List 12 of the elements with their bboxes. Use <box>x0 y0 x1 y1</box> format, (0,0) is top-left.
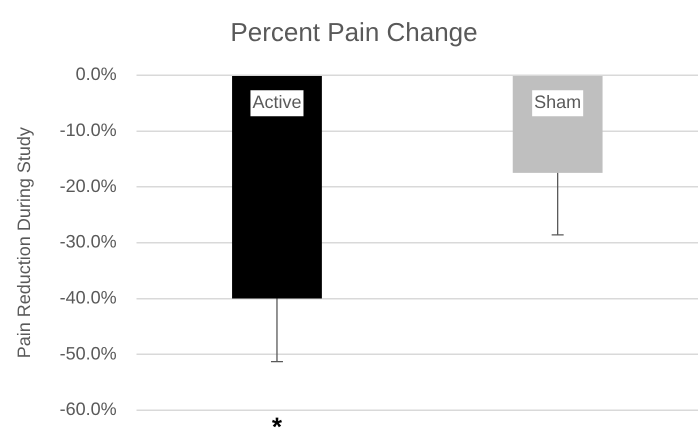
y-tick-label: -30.0% <box>60 232 117 252</box>
y-tick-label: -10.0% <box>60 120 117 140</box>
y-tick-label: -50.0% <box>60 343 117 364</box>
x-tick-label: Sham <box>534 92 582 112</box>
y-tick-label: -20.0% <box>60 176 117 196</box>
y-tick-label: -40.0% <box>60 288 117 308</box>
chart-title: Percent Pain Change <box>230 16 478 47</box>
text: * <box>272 411 283 441</box>
y-axis-title: Pain Reduction During Study <box>14 127 34 358</box>
x-tick-label: Active <box>252 92 302 112</box>
y-tick-label: 0.0% <box>76 64 117 84</box>
y-tick-label: -60.0% <box>60 399 117 420</box>
